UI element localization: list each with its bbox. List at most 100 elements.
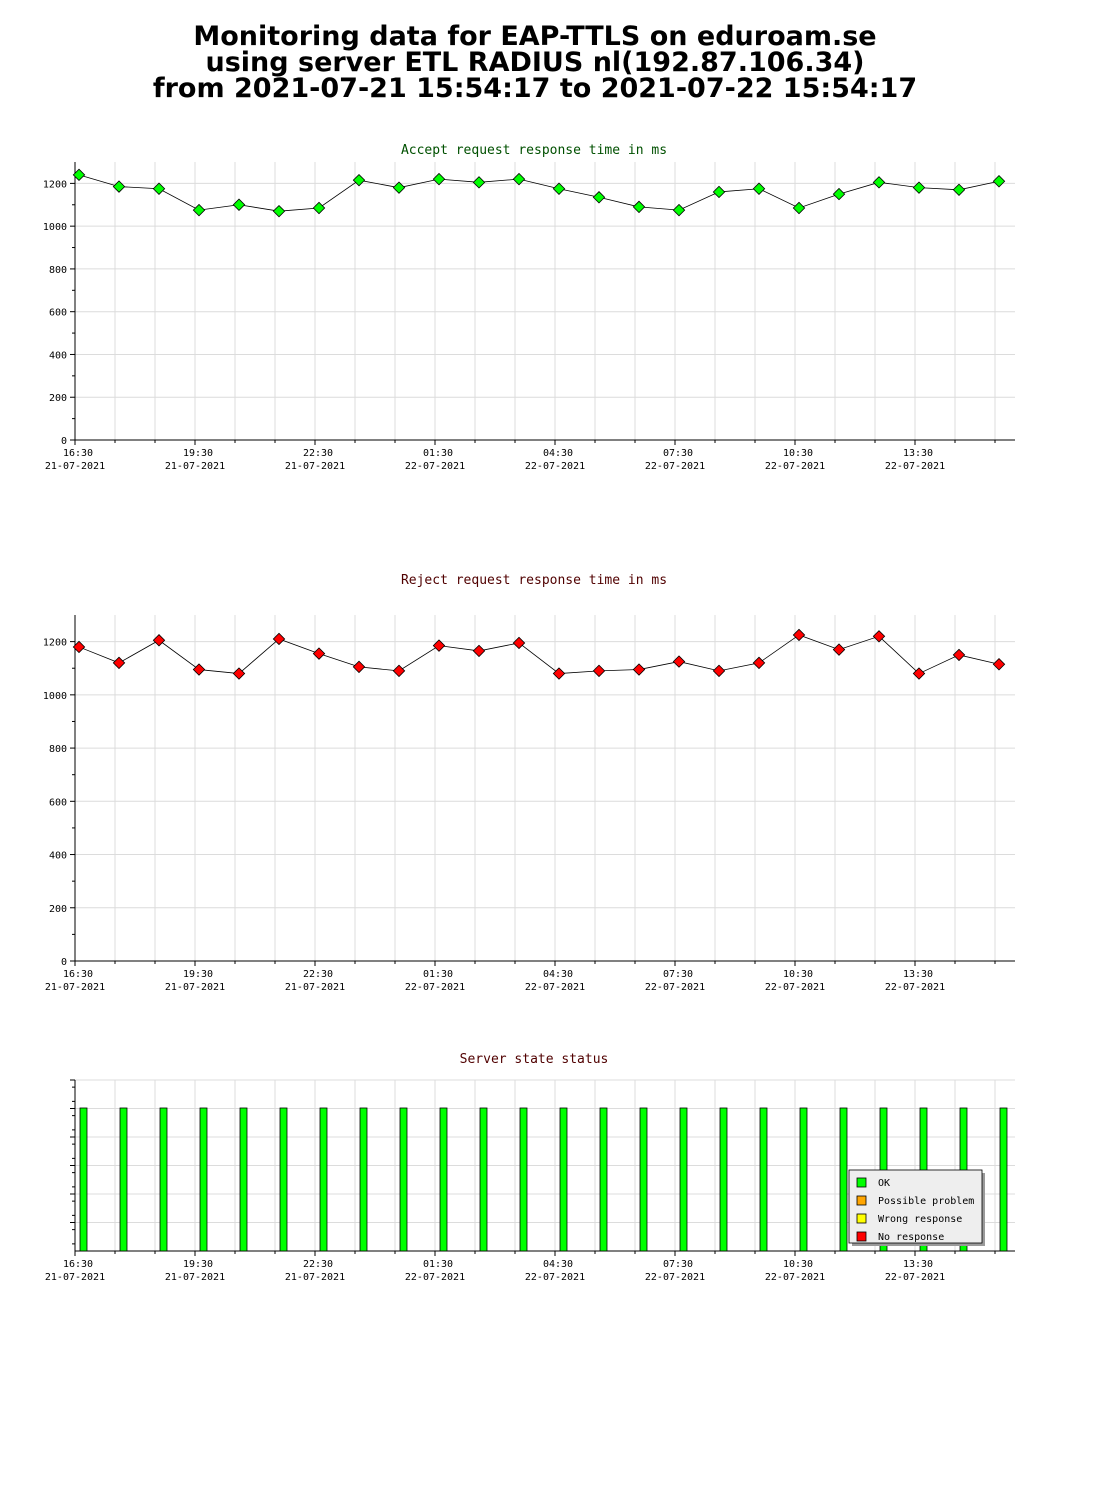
x-tick-date: 22-07-2021 (765, 1272, 825, 1283)
y-tick-label: 600 (49, 308, 67, 319)
y-tick-label: 0 (61, 436, 67, 447)
reject-data-point (312, 647, 326, 660)
y-tick-label: 400 (49, 350, 67, 361)
legend-label: No response (878, 1232, 944, 1243)
x-tick-time: 16:30 (63, 1259, 93, 1270)
reject-data-point (472, 644, 486, 658)
reject-data-point (832, 643, 846, 656)
state-bar (79, 1107, 88, 1252)
title-line-1: Monitoring data for EAP-TTLS on eduroam.… (193, 21, 877, 52)
x-tick-time: 07:30 (663, 969, 693, 980)
state-bar (839, 1107, 848, 1252)
x-tick-time: 13:30 (903, 448, 933, 459)
x-tick-time: 19:30 (183, 448, 213, 459)
state-bar (239, 1107, 248, 1252)
reject-data-point (632, 663, 646, 676)
accept-data-point (432, 172, 446, 186)
y-tick-label: 200 (49, 904, 67, 915)
accept-data-point (312, 201, 326, 215)
reject-data-point (872, 630, 886, 643)
y-tick-label: 400 (49, 851, 67, 862)
legend-swatch (856, 1195, 867, 1206)
x-tick-date: 22-07-2021 (405, 982, 465, 993)
accept-data-point (632, 200, 646, 214)
reject-data-point (952, 648, 966, 662)
reject-data-point (152, 634, 166, 647)
accept-data-point (232, 198, 246, 211)
x-tick-time: 10:30 (783, 969, 813, 980)
state-bar (119, 1107, 128, 1252)
x-tick-time: 10:30 (783, 1259, 813, 1270)
x-tick-date: 22-07-2021 (645, 982, 705, 993)
state-bar (759, 1107, 768, 1252)
x-tick-date: 22-07-2021 (405, 1272, 465, 1283)
state-bar (799, 1107, 808, 1252)
page-title: Monitoring data for EAP-TTLS on eduroam.… (0, 21, 1070, 104)
state-chart-title: Server state status (460, 1052, 609, 1067)
x-tick-time: 16:30 (63, 969, 93, 980)
state-bar (279, 1107, 288, 1252)
y-tick-label: 200 (49, 393, 67, 404)
reject-data-point (352, 660, 366, 674)
accept-data-point (512, 172, 526, 186)
y-tick-label: 800 (49, 265, 67, 276)
reject-response-chart: Reject request response time in ms 0 200 4… (43, 573, 1015, 993)
accept-data-point (872, 176, 886, 189)
reject-data-point (552, 667, 566, 680)
x-tick-date: 21-07-2021 (165, 982, 225, 993)
x-tick-date: 21-07-2021 (165, 1272, 225, 1283)
x-tick-time: 22:30 (303, 1259, 333, 1270)
state-bar (679, 1107, 688, 1252)
accept-data-point (952, 183, 966, 197)
state-bar (719, 1107, 728, 1252)
legend-label: OK (878, 1178, 890, 1189)
x-tick-time: 13:30 (903, 969, 933, 980)
x-tick-time: 13:30 (903, 1259, 933, 1270)
accept-data-point (152, 182, 166, 195)
y-tick-label: 600 (49, 797, 67, 808)
x-tick-date: 21-07-2021 (285, 461, 345, 472)
x-tick-date: 22-07-2021 (885, 1272, 945, 1283)
accept-data-point (112, 180, 126, 193)
accept-series-line (78, 174, 1000, 212)
state-legend: OK Possible problem Wrong response No respo… (848, 1169, 985, 1246)
x-tick-time: 19:30 (183, 969, 213, 980)
legend-label: Possible problem (878, 1196, 974, 1207)
y-tick-label: 800 (49, 744, 67, 755)
legend-box (848, 1169, 983, 1244)
accept-chart-title: Accept request response time in ms (401, 143, 667, 158)
state-bar (599, 1107, 608, 1252)
reject-data-point (112, 656, 126, 670)
x-tick-time: 04:30 (543, 448, 573, 459)
x-tick-date: 22-07-2021 (645, 1272, 705, 1283)
x-tick-date: 21-07-2021 (45, 1272, 105, 1283)
state-bar (999, 1107, 1008, 1252)
accept-data-point (72, 168, 86, 182)
reject-data-point (592, 664, 606, 678)
x-tick-date: 21-07-2021 (45, 461, 105, 472)
accept-data-point (272, 204, 286, 218)
legend-swatch (856, 1177, 867, 1188)
reject-data-point (192, 663, 206, 676)
x-tick-date: 22-07-2021 (525, 461, 585, 472)
accept-data-point (592, 191, 606, 204)
x-tick-date: 21-07-2021 (165, 461, 225, 472)
accept-data-point (832, 187, 846, 201)
y-tick-label: 1000 (43, 222, 67, 233)
x-tick-time: 07:30 (663, 1259, 693, 1270)
reject-series-line (78, 634, 1000, 675)
accept-response-chart: Accept request response time in ms 0 200 4… (43, 143, 1015, 472)
title-line-3: from 2021-07-21 15:54:17 to 2021-07-22 1… (152, 73, 918, 104)
x-tick-time: 01:30 (423, 969, 453, 980)
state-bar (199, 1107, 208, 1252)
accept-data-point (392, 181, 406, 194)
y-tick-label: 0 (61, 957, 67, 968)
accept-data-point (672, 203, 686, 217)
accept-data-point (712, 185, 726, 199)
reject-data-point (432, 639, 446, 652)
reject-data-point (232, 667, 246, 680)
state-bar (439, 1107, 448, 1252)
accept-data-point (192, 203, 206, 217)
x-tick-date: 21-07-2021 (285, 1272, 345, 1283)
x-tick-time: 01:30 (423, 1259, 453, 1270)
